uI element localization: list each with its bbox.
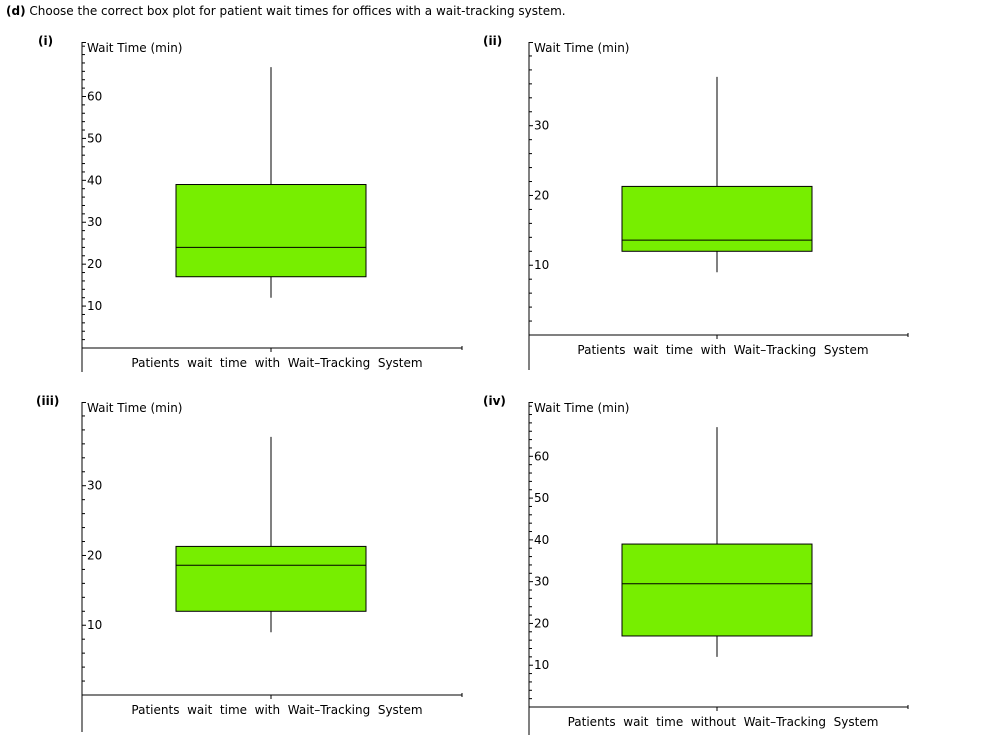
y-axis-title: Wait Time (min) [87,41,182,55]
y-tick-label: 10 [87,299,102,313]
y-tick-label: 10 [534,258,549,272]
iqr-box [175,545,367,612]
y-tick-label: 30 [534,575,549,589]
question-body: Choose the correct box plot for patient … [29,4,566,18]
y-tick-label: 50 [534,491,549,505]
question-prefix: (d) [6,4,26,18]
y-tick-label: 30 [534,119,549,133]
option-label-i: (i) [38,34,54,48]
y-tick-label: 30 [87,479,102,493]
option-label-iv: (iv) [483,394,506,408]
y-tick-label: 20 [534,616,549,630]
y-axis-title: Wait Time (min) [534,41,629,55]
box-plot-3: 10 20 30 Wait Time (min) Patients wait time … [81,401,463,732]
x-axis-title: Patients wait time without Wait–Tracking… [568,715,879,729]
option-label-ii: (ii) [483,34,503,48]
x-axis-title: Patients wait time with Wait–Tracking Sy… [131,703,422,717]
y-tick-label: 20 [534,188,549,202]
y-tick-label: 20 [87,257,102,271]
question-text: (d) Choose the correct box plot for pati… [6,4,566,18]
y-tick-label: 60 [534,449,549,463]
y-tick-label: 10 [87,618,102,632]
y-tick-label: 60 [87,89,102,103]
y-tick-label: 50 [87,131,102,145]
option-label-iii: (iii) [36,394,60,408]
y-tick-label: 20 [87,548,102,562]
y-tick-label: 40 [534,533,549,547]
y-axis-title: Wait Time (min) [534,401,629,415]
y-tick-label: 40 [87,173,102,187]
iqr-box [621,543,813,637]
y-tick-label: 10 [534,658,549,672]
box-plot-2: 10 20 30 Wait Time (min) Patients wait time … [528,41,909,370]
x-axis-title: Patients wait time with Wait–Tracking Sy… [131,356,422,370]
iqr-box [621,185,813,252]
y-axis-title: Wait Time (min) [87,401,182,415]
box-plot-4: 10 20 30 40 50 60 Wait Time (min) Patients wait… [528,401,909,735]
x-axis-title: Patients wait time with Wait–Tracking Sy… [577,343,868,357]
box-plot-1: 10 20 30 40 50 60 Wait Time (min) Patients wait… [81,41,463,372]
y-tick-label: 30 [87,215,102,229]
iqr-box [175,184,367,278]
